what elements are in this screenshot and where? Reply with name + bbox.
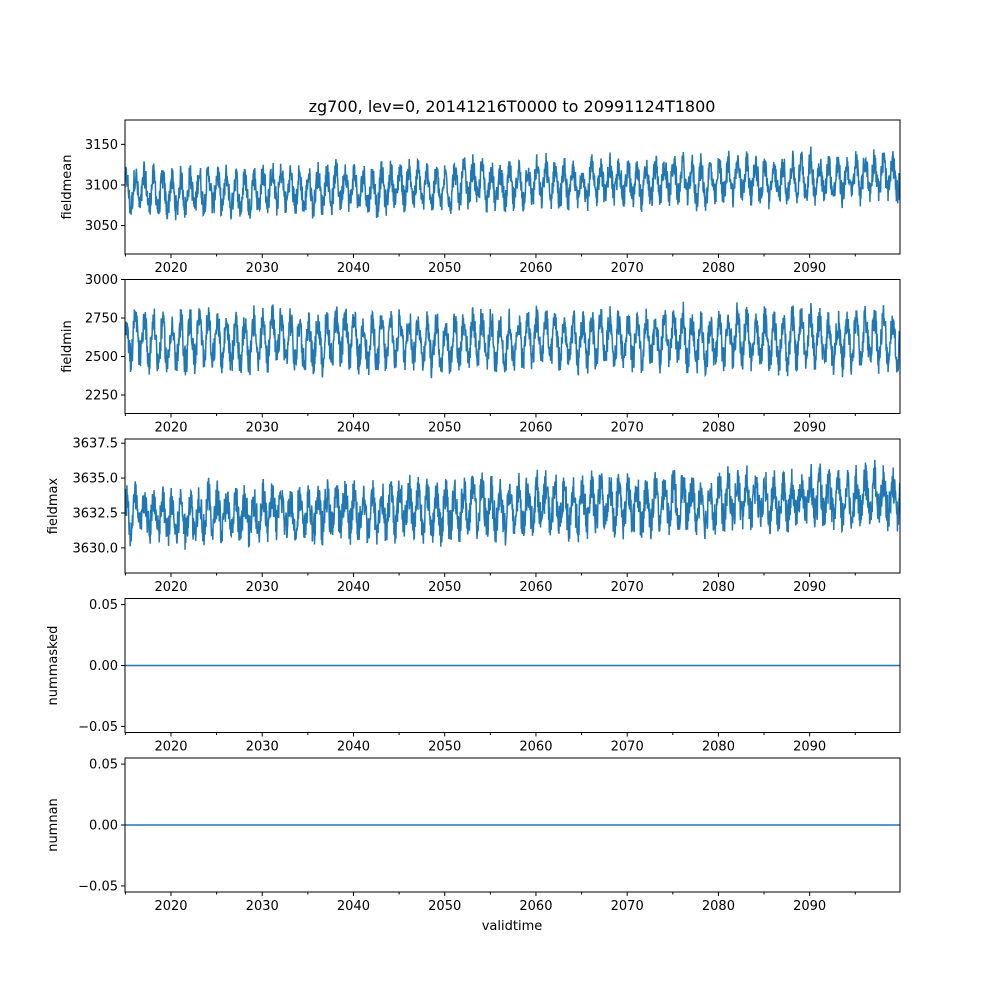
- x-tick-label-numnan: 2020: [154, 899, 187, 914]
- x-tick-label-fieldmean: 2070: [611, 261, 644, 276]
- x-tick-label-fieldmin: 2060: [519, 421, 552, 436]
- x-tick-label-fieldmax: 2050: [428, 580, 461, 595]
- panel-nummasked: −0.05 0.00 0.05 2020 2030 2040 2050 2060 2070 208…: [46, 598, 901, 755]
- y-axis-label-fieldmin: fieldmin: [60, 320, 75, 373]
- x-tick-label-numnan: 2040: [337, 899, 370, 914]
- series-line-fieldmax: [125, 459, 900, 550]
- x-tick-label-numnan: 2070: [611, 899, 644, 914]
- y-tick-label-fieldmax: 3630.0: [73, 541, 119, 556]
- y-tick-label-nummasked: 0.05: [89, 598, 118, 613]
- y-tick-label-fieldmean: 3100: [85, 178, 118, 193]
- y-tick-label-nummasked: 0.00: [89, 659, 118, 674]
- panel-fieldmean: 3050 3100 3150 2020 2030 2040 2050 2060 2070 2080…: [60, 119, 901, 276]
- x-tick-label-numnan: 2090: [793, 899, 826, 914]
- series-line-fieldmin: [125, 301, 900, 379]
- y-tick-label-fieldmin: 2250: [85, 389, 118, 404]
- x-tick-label-numnan: 2060: [519, 899, 552, 914]
- y-axis-label-nummasked: nummasked: [46, 626, 61, 706]
- x-tick-label-nummasked: 2020: [154, 740, 187, 755]
- y-tick-label-fieldmax: 3632.5: [73, 506, 119, 521]
- x-tick-label-fieldmin: 2050: [428, 421, 461, 436]
- x-tick-label-numnan: 2050: [428, 899, 461, 914]
- x-tick-label-nummasked: 2040: [337, 740, 370, 755]
- x-tick-label-fieldmax: 2080: [702, 580, 735, 595]
- y-tick-label-fieldmin: 3000: [85, 273, 118, 288]
- x-tick-label-fieldmean: 2050: [428, 261, 461, 276]
- x-tick-label-fieldmax: 2020: [154, 580, 187, 595]
- y-tick-label-fieldmax: 3635.0: [73, 472, 119, 487]
- x-tick-label-fieldmin: 2080: [702, 421, 735, 436]
- x-tick-label-nummasked: 2090: [793, 740, 826, 755]
- x-tick-label-fieldmin: 2070: [611, 421, 644, 436]
- y-tick-label-fieldmin: 2750: [85, 312, 118, 327]
- x-tick-label-fieldmax: 2060: [519, 580, 552, 595]
- x-tick-label-fieldmax: 2040: [337, 580, 370, 595]
- x-tick-label-nummasked: 2080: [702, 740, 735, 755]
- x-tick-label-nummasked: 2030: [246, 740, 279, 755]
- y-tick-label-fieldmax: 3637.5: [73, 437, 119, 452]
- plot-frame-fieldmin: [124, 279, 901, 414]
- y-tick-label-fieldmean: 3050: [85, 219, 118, 234]
- panel-numnan: −0.05 0.00 0.05 2020 2030 2040 2050 2060 2070 208…: [46, 757, 901, 914]
- x-tick-label-fieldmean: 2040: [337, 261, 370, 276]
- plot-frame-fieldmean: [124, 119, 901, 255]
- series-line-fieldmean: [125, 146, 900, 221]
- y-tick-label-fieldmean: 3150: [85, 138, 118, 153]
- x-tick-label-fieldmin: 2020: [154, 421, 187, 436]
- x-tick-label-numnan: 2080: [702, 899, 735, 914]
- chart-title: zg700, lev=0, 20141216T0000 to 20991124T…: [309, 97, 716, 116]
- x-tick-label-fieldmax: 2090: [793, 580, 826, 595]
- x-tick-label-nummasked: 2060: [519, 740, 552, 755]
- y-tick-label-numnan: −0.05: [78, 879, 118, 894]
- y-tick-label-nummasked: −0.05: [78, 720, 118, 735]
- x-tick-label-fieldmin: 2090: [793, 421, 826, 436]
- x-tick-label-fieldmean: 2080: [702, 261, 735, 276]
- x-tick-label-fieldmax: 2070: [611, 580, 644, 595]
- panels-group: 3050 3100 3150 2020 2030 2040 2050 2060 2070 2080…: [46, 119, 901, 914]
- x-tick-label-fieldmax: 2030: [246, 580, 279, 595]
- y-axis-label-fieldmean: fieldmean: [60, 155, 75, 220]
- x-tick-label-fieldmean: 2060: [519, 261, 552, 276]
- x-tick-label-fieldmean: 2030: [246, 261, 279, 276]
- x-tick-label-fieldmean: 2090: [793, 261, 826, 276]
- x-tick-label-fieldmin: 2030: [246, 421, 279, 436]
- plot-frame-fieldmax: [124, 438, 901, 574]
- y-axis-label-numnan: numnan: [46, 798, 61, 852]
- y-tick-label-numnan: 0.05: [89, 758, 118, 773]
- y-axis-label-fieldmax: fieldmax: [46, 478, 61, 535]
- x-tick-label-fieldmean: 2020: [154, 261, 187, 276]
- panel-fieldmin: 2250 2500 2750 3000 2020 2030 2040 2050 2060 2070…: [60, 273, 901, 436]
- x-tick-label-nummasked: 2050: [428, 740, 461, 755]
- y-tick-label-numnan: 0.00: [89, 819, 118, 834]
- x-tick-label-fieldmin: 2040: [337, 421, 370, 436]
- y-tick-label-fieldmin: 2500: [85, 350, 118, 365]
- x-tick-label-nummasked: 2070: [611, 740, 644, 755]
- x-axis-label: validtime: [482, 919, 543, 934]
- panel-fieldmax: 3630.0 3632.5 3635.0 3637.5 2020 2030 2040 2050…: [46, 437, 901, 595]
- x-tick-label-numnan: 2030: [246, 899, 279, 914]
